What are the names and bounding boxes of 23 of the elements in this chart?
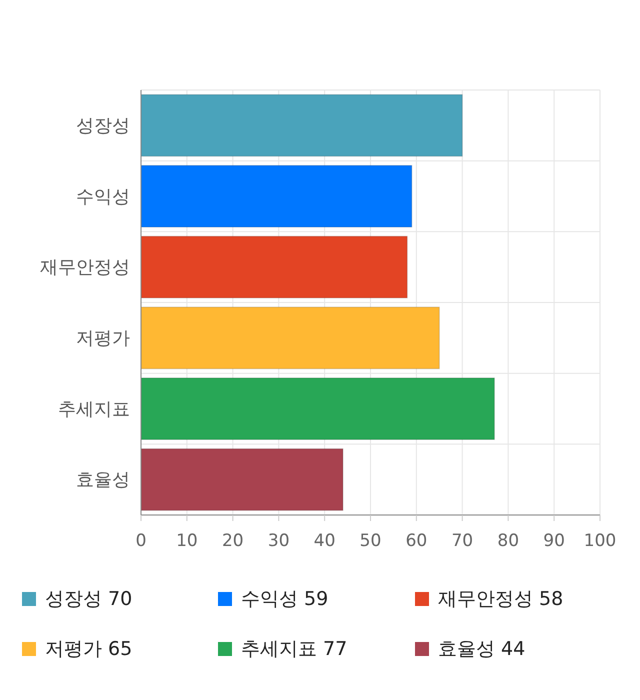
legend-label: 효율성 44 [438, 638, 526, 660]
legend-label: 저평가 65 [45, 638, 132, 660]
x-tick-label: 50 [360, 531, 382, 551]
legend-label: 재무안정성 58 [438, 588, 564, 610]
x-tick-label: 60 [406, 531, 428, 551]
legend-label: 수익성 59 [241, 588, 328, 610]
x-tick-label: 0 [136, 531, 146, 551]
y-tick-label: 추세지표 [58, 398, 130, 420]
x-tick-label: 70 [451, 531, 474, 551]
x-tick-label: 100 [584, 531, 616, 551]
y-tick-label: 효율성 [76, 470, 130, 491]
x-tick-label: 40 [314, 531, 336, 551]
x-tick-label: 10 [176, 531, 198, 551]
y-tick-label: 저평가 [76, 328, 130, 349]
y-tick-label: 재무안정성 [40, 257, 130, 278]
legend-label: 추세지표 77 [241, 638, 348, 660]
y-tick-label: 수익성 [76, 186, 130, 208]
y-tick-label: 성장성 [76, 115, 130, 136]
x-tick-label: 30 [268, 531, 290, 551]
legend-label: 성장성 70 [45, 588, 132, 610]
x-tick-label: 80 [497, 531, 520, 551]
x-tick-label: 20 [222, 531, 244, 551]
x-tick-label: 90 [543, 531, 565, 551]
